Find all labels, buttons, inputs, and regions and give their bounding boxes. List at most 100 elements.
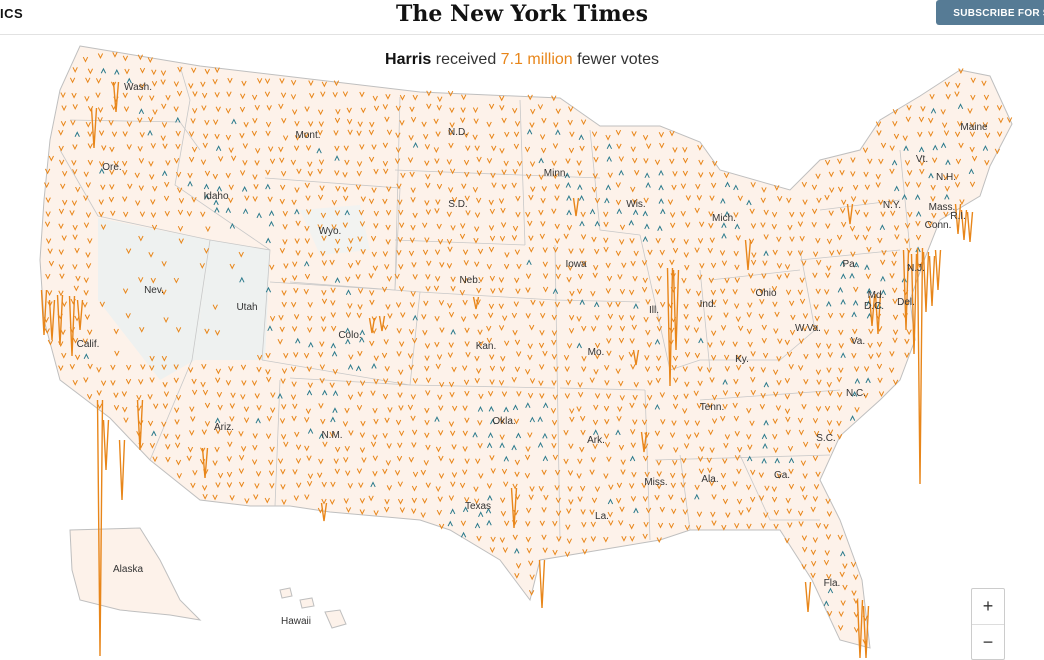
shift-left-mark: [344, 209, 350, 216]
shift-right-mark: [161, 289, 167, 296]
shift-right-mark: [673, 377, 679, 384]
shift-right-mark: [342, 186, 348, 193]
shift-right-mark: [253, 184, 259, 190]
us-county-shift-map[interactable]: Wash.Ore.Calif.IdahoNev.Mont.Wyo.UtahAri…: [0, 34, 1044, 660]
shift-left-mark: [499, 442, 505, 448]
shift-right-mark: [746, 312, 752, 318]
shift-right-mark: [593, 369, 599, 375]
hawaii-shape: [279, 587, 347, 629]
shift-right-mark: [880, 259, 886, 266]
shift-right-mark: [320, 250, 326, 257]
shift-left-mark: [538, 157, 544, 164]
shift-left-mark: [914, 194, 921, 200]
state-border: [174, 65, 271, 251]
shift-right-mark: [138, 235, 144, 242]
shift-right-mark: [200, 81, 206, 88]
shift-right-mark: [529, 574, 535, 581]
shift-right-mark: [199, 263, 205, 269]
shift-right-mark: [359, 498, 365, 504]
shift-right-mark: [188, 83, 194, 90]
shift-right-mark: [371, 144, 377, 151]
shift-right-mark: [501, 169, 507, 176]
zoom-in-button[interactable]: +: [972, 589, 1004, 625]
shift-left-mark: [604, 197, 610, 204]
shift-right-mark: [304, 238, 310, 245]
shift-right-mark: [243, 406, 250, 413]
shift-right-mark: [334, 468, 340, 475]
shift-right-mark: [499, 434, 505, 441]
shift-right-mark: [446, 238, 453, 245]
shift-right-mark: [580, 415, 586, 422]
section-label[interactable]: ICS: [0, 6, 24, 21]
shift-right-mark: [953, 174, 959, 180]
shift-right-mark: [161, 355, 167, 362]
shift-right-mark: [499, 105, 505, 111]
shift-right-mark: [214, 67, 220, 74]
shift-right-mark: [122, 92, 128, 99]
shift-right-mark: [243, 122, 249, 128]
shift-right-mark: [58, 290, 64, 297]
state-label: Ga.: [774, 470, 790, 481]
shift-right-mark: [695, 183, 701, 190]
shift-right-mark: [632, 275, 638, 282]
shift-right-mark: [293, 145, 300, 152]
shift-right-mark: [615, 250, 622, 257]
shift-left-mark: [724, 181, 731, 188]
shift-right-mark: [981, 80, 987, 87]
shift-right-mark: [642, 496, 649, 503]
shift-right-mark: [447, 352, 454, 359]
shift-right-mark: [605, 134, 611, 141]
shift-right-mark: [477, 420, 483, 426]
shift-right-mark: [203, 248, 210, 254]
shift-right-mark: [500, 511, 507, 517]
shift-right-mark: [60, 329, 66, 336]
shift-right-mark: [87, 131, 93, 138]
shift-right-mark: [451, 444, 457, 451]
shift-left-mark: [242, 208, 249, 214]
shift-right-mark: [434, 341, 440, 348]
shift-right-mark: [280, 184, 286, 191]
shift-right-mark: [490, 172, 496, 179]
shift-right-mark: [175, 459, 182, 466]
shift-right-mark: [425, 377, 432, 384]
zoom-out-button[interactable]: −: [982, 632, 994, 652]
shift-right-mark: [266, 415, 272, 422]
subscribe-button[interactable]: SUBSCRIBE FOR $1: [936, 0, 1044, 25]
shift-left-mark: [589, 208, 596, 215]
shift-right-mark: [226, 456, 232, 462]
shift-left-mark: [865, 377, 871, 384]
shift-left-mark: [915, 246, 921, 253]
shift-left-mark: [255, 417, 261, 424]
shift-right-mark: [355, 184, 361, 191]
shift-right-mark: [511, 312, 518, 319]
shift-right-mark: [292, 403, 298, 410]
state-label: Mass.: [929, 202, 956, 213]
shift-right-mark: [176, 473, 182, 479]
state-border: [739, 454, 820, 521]
shift-right-mark: [322, 275, 328, 282]
shift-right-mark: [191, 67, 197, 74]
shift-right-mark: [516, 263, 522, 270]
shift-left-mark: [347, 363, 354, 370]
nyt-logo[interactable]: The New York Times: [395, 1, 649, 27]
shift-right-mark: [658, 444, 664, 450]
shift-right-mark: [342, 421, 349, 427]
shift-right-mark: [257, 78, 263, 84]
shift-right-mark: [656, 275, 662, 282]
shift-right-mark: [787, 522, 793, 529]
shift-right-mark: [204, 421, 211, 427]
shift-left-mark: [526, 259, 532, 266]
shift-right-mark: [434, 208, 440, 214]
shift-right-mark: [746, 507, 752, 513]
shift-right-mark: [621, 262, 627, 269]
shift-right-mark: [343, 195, 349, 202]
shift-right-mark: [463, 132, 469, 138]
shift-right-mark: [162, 403, 169, 410]
shift-right-mark: [629, 402, 635, 409]
shift-left-mark: [720, 197, 726, 204]
shift-right-mark: [109, 184, 115, 190]
shift-right-mark: [720, 325, 727, 331]
shift-right-mark: [503, 263, 510, 270]
shift-left-mark: [849, 415, 856, 421]
shift-right-mark: [707, 342, 713, 349]
